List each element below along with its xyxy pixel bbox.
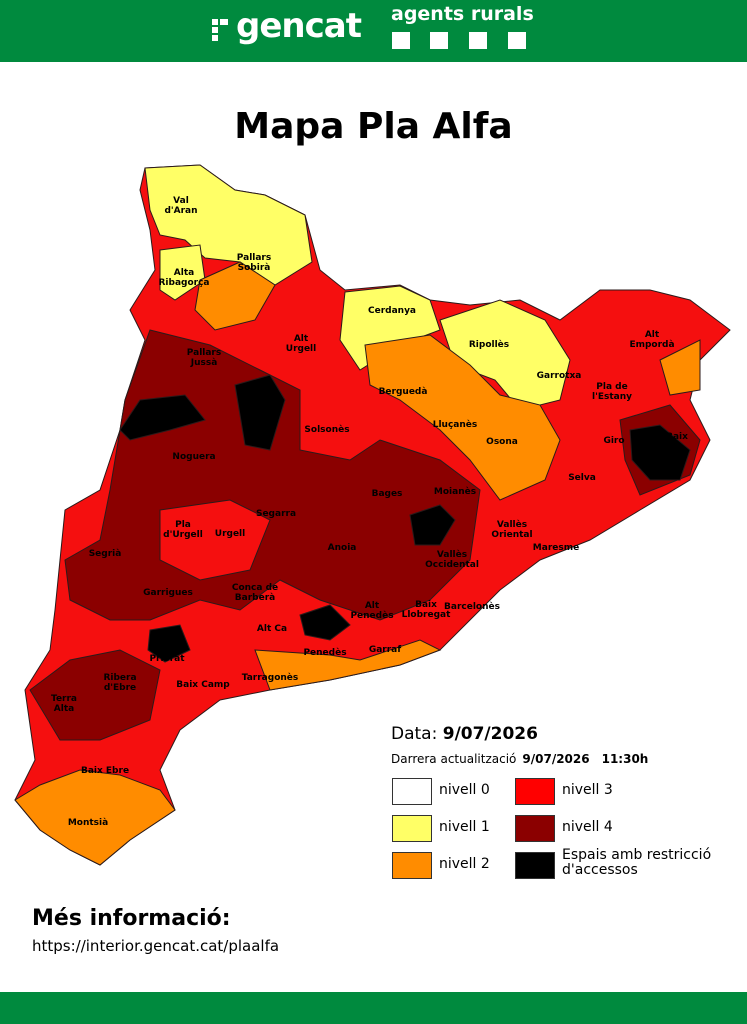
region-label: Noguera	[172, 452, 216, 462]
region-label: Montsià	[67, 818, 109, 828]
region-label: Ribera d'Ebre	[103, 673, 137, 693]
legend-label: nivell 1	[439, 819, 490, 835]
legend-label: nivell 4	[562, 819, 613, 835]
region-label: Pla d'Urgell	[163, 520, 203, 540]
square	[508, 32, 526, 49]
zone-restricted	[234, 374, 286, 451]
update: Darrera actualització 9/07/2026 11:30h	[391, 752, 648, 766]
legend-swatch	[515, 852, 555, 879]
region-label: Baix Camp	[176, 680, 230, 690]
region-label: Solsonès	[304, 425, 350, 435]
legend-label: nivell 3	[562, 782, 613, 798]
brand[interactable]: gencat	[236, 6, 362, 46]
update-label: Darrera actualització	[391, 752, 517, 766]
update-time: 11:30h	[601, 752, 649, 766]
region-label: Alt Penedès	[350, 601, 394, 621]
zone-level-2	[194, 261, 276, 331]
square	[430, 32, 448, 49]
region-label: Pallars Sobirà	[236, 253, 272, 273]
legend-swatch	[515, 778, 555, 805]
region-label: Pallars Jussà	[186, 348, 222, 368]
region-label: Garraf	[368, 645, 402, 655]
region-label: Segarra	[255, 509, 297, 519]
date: Data: 9/07/2026	[391, 724, 538, 744]
region-label: Osona	[486, 437, 518, 447]
region-label: Vallès Oriental	[491, 520, 533, 540]
footer	[0, 992, 747, 1024]
zone-level-2	[659, 339, 701, 396]
legend-label: nivell 2	[439, 856, 490, 872]
region-label: Garrotxa	[536, 371, 582, 381]
region-label: Terra Alta	[51, 694, 77, 714]
region-label: Bages	[371, 489, 403, 499]
region-label: Baix Llobregat	[401, 600, 451, 620]
zone-level-1	[159, 244, 206, 301]
zone-restricted	[147, 624, 191, 663]
zone-restricted	[629, 424, 691, 481]
zone-level-2	[364, 334, 561, 501]
region-label: Vallès Occidental	[425, 550, 479, 570]
legend-label: Espais amb restricció d'accessos	[562, 847, 712, 878]
square	[392, 32, 410, 49]
region-label: Maresme	[532, 543, 580, 553]
region-label: Garrigues	[143, 588, 193, 598]
region-label: Berguedà	[378, 387, 428, 397]
region-label: Baix	[666, 432, 688, 442]
region-label: Penedès	[303, 648, 347, 658]
region-label: Alt Urgell	[285, 334, 317, 354]
header: gencat agents rurals	[0, 0, 747, 62]
date-value: 9/07/2026	[442, 724, 538, 744]
update-date: 9/07/2026	[522, 752, 590, 766]
region-label: Alta Ribagorça	[158, 268, 210, 288]
zone-restricted	[409, 504, 456, 546]
region-label: Ripollès	[468, 340, 510, 350]
region-label: Segrià	[88, 549, 122, 559]
zone-level-3	[159, 499, 271, 581]
legend-swatch	[392, 778, 432, 805]
legend-swatch	[515, 815, 555, 842]
region-label: Lluçanès	[432, 420, 478, 430]
legend-swatch	[392, 852, 432, 879]
zone-restricted	[299, 604, 351, 641]
square	[469, 32, 487, 49]
date-label: Data:	[391, 724, 438, 744]
region-label: Alt Ca	[256, 624, 288, 634]
region-label: Val d'Aran	[164, 196, 198, 216]
region-label: Barcelonès	[444, 602, 500, 612]
zone-level-4	[29, 649, 161, 741]
brand-logo	[212, 19, 228, 41]
region-label: Cerdanya	[367, 306, 417, 316]
section-name: agents rurals	[391, 3, 534, 25]
zone-restricted	[119, 394, 206, 441]
more-info-url[interactable]: https://interior.gencat.cat/plaalfa	[32, 937, 280, 955]
region-label: Tarragonès	[241, 673, 299, 683]
title: Mapa Pla Alfa	[234, 106, 513, 147]
region-label: Selva	[568, 473, 596, 483]
more-info-title: Més informació:	[32, 906, 231, 931]
region-label: Conca de Barberà	[231, 583, 279, 603]
region-label: Moianès	[433, 487, 477, 497]
legend-swatch	[392, 815, 432, 842]
region-label: Urgell	[214, 529, 246, 539]
region-label: Giro	[603, 436, 625, 446]
region-label: Priorat	[149, 654, 185, 664]
legend-label: nivell 0	[439, 782, 490, 798]
region-label: Alt Empordà	[629, 330, 675, 350]
zone-level-2	[254, 639, 442, 691]
region-label: Pla de l'Estany	[592, 382, 632, 402]
zone-level-2	[14, 769, 176, 866]
region-label: Anoia	[327, 543, 357, 553]
map	[14, 164, 731, 866]
region-label: Baix Ebre	[80, 766, 130, 776]
